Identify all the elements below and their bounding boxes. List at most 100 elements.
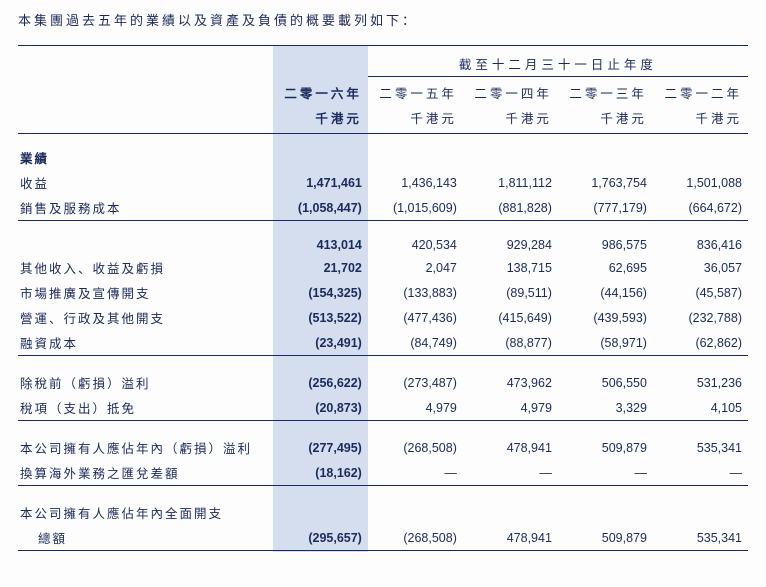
finance-2012: (62,862) xyxy=(653,330,748,356)
other-income-2013: 62,695 xyxy=(558,255,653,280)
section-results: 業績 xyxy=(18,134,748,170)
row-cost: 銷售及服務成本 (1,058,447) (1,015,609) (881,828… xyxy=(18,195,748,221)
row-finance: 融資成本 (23,491) (84,749) (88,877) (58,971)… xyxy=(18,330,748,356)
total-label: 總額 xyxy=(18,525,273,551)
pbt-2014: 473,962 xyxy=(463,370,558,395)
admin-2016: (513,522) xyxy=(273,305,368,330)
marketing-label: 市場推廣及宣傳開支 xyxy=(18,280,273,305)
attrib-label: 本公司擁有人應佔年內（虧損）溢利 xyxy=(18,435,273,460)
attrib-2015: (268,508) xyxy=(368,435,463,460)
row-revenue: 收益 1,471,461 1,436,143 1,811,112 1,763,7… xyxy=(18,170,748,195)
admin-2014: (415,649) xyxy=(463,305,558,330)
marketing-2016: (154,325) xyxy=(273,280,368,305)
finance-2015: (84,749) xyxy=(368,330,463,356)
tax-2012: 4,105 xyxy=(653,395,748,421)
cost-2012: (664,672) xyxy=(653,195,748,221)
attrib-2016: (277,495) xyxy=(273,435,368,460)
fx-2012: — xyxy=(653,460,748,486)
unit-row: 千港元 千港元 千港元 千港元 千港元 xyxy=(18,105,748,134)
fx-2016: (18,162) xyxy=(273,460,368,486)
other-income-2016: 21,702 xyxy=(273,255,368,280)
year-2013: 二零一三年 xyxy=(558,77,653,106)
row-total-line1: 本公司擁有人應佔年內全面開支 xyxy=(18,500,748,525)
total-2015: (268,508) xyxy=(368,525,463,551)
gross-2015: 420,534 xyxy=(368,235,463,255)
gross-2016: 413,014 xyxy=(273,235,368,255)
finance-2014: (88,877) xyxy=(463,330,558,356)
revenue-2013: 1,763,754 xyxy=(558,170,653,195)
unit-4: 千港元 xyxy=(653,105,748,134)
pbt-2013: 506,550 xyxy=(558,370,653,395)
gross-2014: 929,284 xyxy=(463,235,558,255)
financial-table: 截至十二月三十一日止年度 二零一六年 二零一五年 二零一四年 二零一三年 二零一… xyxy=(18,46,748,551)
total-2012: 535,341 xyxy=(653,525,748,551)
other-income-2012: 36,057 xyxy=(653,255,748,280)
year-2014: 二零一四年 xyxy=(463,77,558,106)
year-2012: 二零一二年 xyxy=(653,77,748,106)
year-2015: 二零一五年 xyxy=(368,77,463,106)
total-2013: 509,879 xyxy=(558,525,653,551)
marketing-2012: (45,587) xyxy=(653,280,748,305)
pbt-2016: (256,622) xyxy=(273,370,368,395)
year-row: 二零一六年 二零一五年 二零一四年 二零一三年 二零一二年 xyxy=(18,77,748,106)
revenue-label: 收益 xyxy=(18,170,273,195)
unit-3: 千港元 xyxy=(558,105,653,134)
attrib-2014: 478,941 xyxy=(463,435,558,460)
cost-label: 銷售及服務成本 xyxy=(18,195,273,221)
cost-2016: (1,058,447) xyxy=(273,195,368,221)
gross-label xyxy=(18,235,273,255)
tax-2016: (20,873) xyxy=(273,395,368,421)
cost-2014: (881,828) xyxy=(463,195,558,221)
revenue-2015: 1,436,143 xyxy=(368,170,463,195)
fx-2015: — xyxy=(368,460,463,486)
attrib-2012: 535,341 xyxy=(653,435,748,460)
marketing-2015: (133,883) xyxy=(368,280,463,305)
row-other-income: 其他收入、收益及虧損 21,702 2,047 138,715 62,695 3… xyxy=(18,255,748,280)
row-marketing: 市場推廣及宣傳開支 (154,325) (133,883) (89,511) (… xyxy=(18,280,748,305)
tax-2014: 4,979 xyxy=(463,395,558,421)
financial-table-container: 截至十二月三十一日止年度 二零一六年 二零一五年 二零一四年 二零一三年 二零一… xyxy=(18,45,748,551)
finance-label: 融資成本 xyxy=(18,330,273,356)
cost-2015: (1,015,609) xyxy=(368,195,463,221)
tax-2013: 3,329 xyxy=(558,395,653,421)
row-attrib: 本公司擁有人應佔年內（虧損）溢利 (277,495) (268,508) 478… xyxy=(18,435,748,460)
row-total: 總額 (295,657) (268,508) 478,941 509,879 5… xyxy=(18,525,748,551)
attrib-2013: 509,879 xyxy=(558,435,653,460)
year-2016: 二零一六年 xyxy=(273,77,368,106)
fx-label: 換算海外業務之匯兌差額 xyxy=(18,460,273,486)
row-admin: 營運、行政及其他開支 (513,522) (477,436) (415,649)… xyxy=(18,305,748,330)
admin-2015: (477,436) xyxy=(368,305,463,330)
total-2014: 478,941 xyxy=(463,525,558,551)
tax-2015: 4,979 xyxy=(368,395,463,421)
gross-2013: 986,575 xyxy=(558,235,653,255)
pbt-2015: (273,487) xyxy=(368,370,463,395)
row-pbt: 除稅前（虧損）溢利 (256,622) (273,487) 473,962 50… xyxy=(18,370,748,395)
revenue-2016: 1,471,461 xyxy=(273,170,368,195)
fx-2014: — xyxy=(463,460,558,486)
marketing-2013: (44,156) xyxy=(558,280,653,305)
admin-2013: (439,593) xyxy=(558,305,653,330)
total-2016: (295,657) xyxy=(273,525,368,551)
unit-1: 千港元 xyxy=(368,105,463,134)
revenue-2012: 1,501,088 xyxy=(653,170,748,195)
finance-2016: (23,491) xyxy=(273,330,368,356)
cost-2013: (777,179) xyxy=(558,195,653,221)
other-income-2015: 2,047 xyxy=(368,255,463,280)
tax-label: 稅項（支出）抵免 xyxy=(18,395,273,421)
other-income-2014: 138,715 xyxy=(463,255,558,280)
other-income-label: 其他收入、收益及虧損 xyxy=(18,255,273,280)
total-line1-label: 本公司擁有人應佔年內全面開支 xyxy=(18,500,273,525)
gross-2012: 836,416 xyxy=(653,235,748,255)
period-header-row: 截至十二月三十一日止年度 xyxy=(18,46,748,77)
row-fx: 換算海外業務之匯兌差額 (18,162) — — — — xyxy=(18,460,748,486)
admin-2012: (232,788) xyxy=(653,305,748,330)
period-header: 截至十二月三十一日止年度 xyxy=(368,46,748,77)
pbt-2012: 531,236 xyxy=(653,370,748,395)
section-results-label: 業績 xyxy=(18,134,273,170)
admin-label: 營運、行政及其他開支 xyxy=(18,305,273,330)
row-gross: 413,014 420,534 929,284 986,575 836,416 xyxy=(18,235,748,255)
revenue-2014: 1,811,112 xyxy=(463,170,558,195)
unit-0: 千港元 xyxy=(273,105,368,134)
marketing-2014: (89,511) xyxy=(463,280,558,305)
finance-2013: (58,971) xyxy=(558,330,653,356)
